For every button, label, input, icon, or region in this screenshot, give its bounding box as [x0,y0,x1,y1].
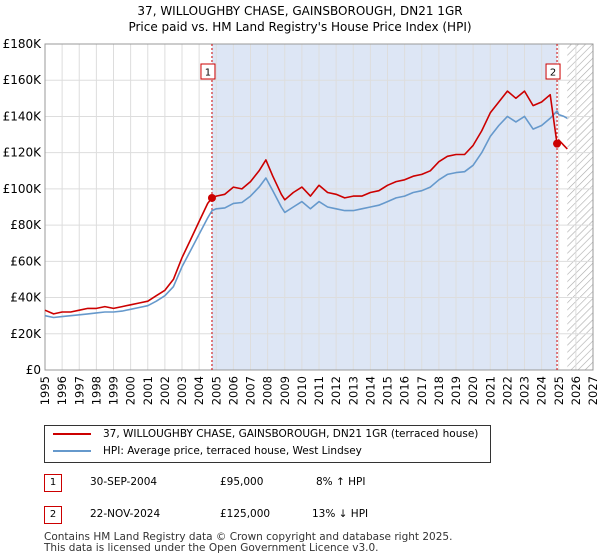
x-tick-label: 2018 [432,376,446,405]
hatched-future-region [567,44,593,370]
x-tick-label: 2027 [586,376,600,405]
x-tick-label: 2003 [175,376,189,405]
x-tick-label: 2005 [209,376,223,405]
x-tick-label: 2001 [141,376,155,405]
footer-licence: This data is licensed under the Open Gov… [44,542,379,554]
price-chart: £0 £20K £40K £60K £80K £100K £120K £140K £160K £1… [3,37,600,405]
legend-swatch-hpi [53,450,91,452]
transaction-number: 1 [44,474,62,492]
y-tick-label: £0 [26,363,41,377]
transaction-date: 22-NOV-2024 [90,508,161,520]
sale-label-box [200,63,216,80]
x-tick-label: 1996 [55,376,69,405]
chart-legend: 37, WILLOUGHBY CHASE, GAINSBOROUGH, DN21… [44,425,491,463]
x-tick-label: 2007 [244,376,258,405]
sale-point [207,193,216,202]
transaction-date: 30-SEP-2004 [90,476,158,488]
plot-border [44,43,594,371]
x-tick-label: 1995 [38,376,52,405]
legend-label-property: 37, WILLOUGHBY CHASE, GAINSBOROUGH, DN21… [103,428,479,440]
x-tick-label: 2008 [261,376,275,405]
y-tick-label: £120K [3,146,43,160]
x-tick-label: 2021 [483,376,497,405]
x-tick-label: 2023 [518,376,532,405]
sale-label-number: 1 [205,68,211,79]
y-tick-label: £60K [10,254,42,268]
y-tick-label: £40K [10,291,42,305]
x-tick-label: 2004 [192,376,206,405]
x-tick-label: 2015 [381,376,395,405]
legend-label-hpi: HPI: Average price, terraced house, West… [103,445,362,457]
chart-title: 37, WILLOUGHBY CHASE, GAINSBOROUGH, DN21… [137,4,463,18]
x-tick-label: 2000 [124,376,138,405]
hpi-line [44,110,568,319]
x-tick-label: 2026 [569,376,583,405]
transaction-row: 1 30-SEP-2004 £95,000 8% ↑ HPI [44,474,584,492]
chart-subtitle: Price paid vs. HM Land Registry's House … [128,20,472,34]
x-tick-label: 2020 [466,376,480,405]
x-tick-label: 2009 [278,376,292,405]
footer: Contains HM Land Registry data © Crown c… [44,532,452,554]
x-tick-label: 2022 [500,376,514,405]
legend-swatch-property [53,433,91,435]
x-tick-label: 2025 [552,376,566,405]
sale-label-box [545,63,561,80]
x-tick-label: 2014 [363,376,377,405]
footer-copyright: Contains HM Land Registry data © Crown c… [44,531,453,543]
x-tick-label: 2017 [415,376,429,405]
transaction-hpi-change: 13% ↓ HPI [312,508,369,520]
x-tick-label: 2010 [295,376,309,405]
sale-point [553,139,562,148]
y-tick-label: £180K [3,37,43,51]
y-tick-label: £140K [3,109,43,123]
y-tick-label: £20K [10,327,42,341]
property-price-line [44,90,568,315]
transaction-number: 2 [44,506,62,524]
y-tick-label: £160K [3,73,43,87]
transaction-hpi-change: 8% ↑ HPI [316,476,366,488]
x-tick-label: 2013 [346,376,360,405]
x-tick-label: 1997 [72,376,86,405]
transaction-price: £125,000 [220,508,271,520]
legend-item-property: 37, WILLOUGHBY CHASE, GAINSBOROUGH, DN21… [53,428,478,444]
x-tick-label: 1999 [107,376,121,405]
y-tick-label: £80K [10,218,42,232]
x-tick-label: 2024 [535,376,549,405]
sale-label-number: 2 [550,68,556,79]
x-tick-label: 2011 [312,376,326,405]
y-tick-label: £100K [3,182,43,196]
x-tick-label: 2016 [398,376,412,405]
x-tick-label: 2002 [158,376,172,405]
transaction-price: £95,000 [220,476,264,488]
shaded-period [211,44,558,370]
x-tick-label: 2019 [449,376,463,405]
x-tick-label: 2006 [226,376,240,405]
x-tick-label: 1998 [89,376,103,405]
transaction-row: 2 22-NOV-2024 £125,000 13% ↓ HPI [44,506,584,524]
x-tick-label: 2012 [329,376,343,405]
legend-item-hpi: HPI: Average price, terraced house, West… [53,445,362,461]
